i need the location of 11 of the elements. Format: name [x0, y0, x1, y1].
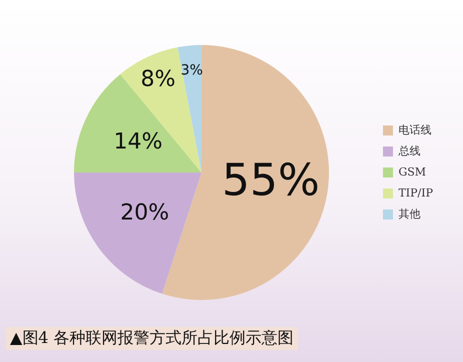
legend-label: GSM: [398, 165, 426, 178]
legend-label: TIP/IP: [398, 186, 434, 200]
legend-label: 其他: [398, 207, 420, 220]
data-label: 3%: [180, 62, 203, 79]
data-label: 14%: [114, 129, 162, 154]
text: ▲图4 各种联网报警方式所占比例示意图: [6, 327, 298, 350]
legend-label: 电话线: [398, 123, 432, 136]
legend-label: 总线: [397, 144, 420, 158]
data-label: 8%: [140, 66, 176, 92]
data-label: 20%: [120, 200, 170, 226]
data-label: 55%: [222, 154, 320, 206]
